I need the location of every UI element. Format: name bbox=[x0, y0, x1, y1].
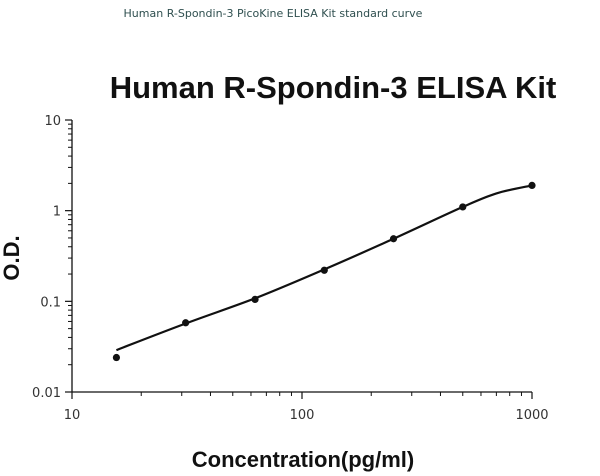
chart-title: Human R-Spondin-3 ELISA Kit bbox=[110, 70, 557, 105]
x-axis-label: Concentration(pg/ml) bbox=[192, 447, 414, 472]
data-point bbox=[389, 235, 398, 243]
data-point bbox=[459, 203, 467, 211]
data-point bbox=[320, 266, 328, 274]
data-point bbox=[112, 353, 121, 362]
axis-tick-labels: 10 100 1000 0.01 0.1 1 10 bbox=[32, 114, 549, 423]
y-tick-label: 1 bbox=[53, 205, 61, 220]
data-points bbox=[112, 181, 536, 362]
x-tick-label: 100 bbox=[290, 408, 315, 423]
y-tick-label: 0.01 bbox=[32, 386, 61, 401]
data-point bbox=[182, 319, 190, 327]
y-axis-label: O.D. bbox=[0, 235, 24, 280]
chart-axes bbox=[71, 120, 532, 393]
axis-ticks bbox=[65, 119, 533, 399]
fit-curve bbox=[116, 184, 533, 352]
x-tick-label: 10 bbox=[64, 408, 81, 423]
x-tick-label: 1000 bbox=[515, 408, 548, 423]
y-tick-label: 10 bbox=[44, 114, 61, 129]
data-point bbox=[251, 295, 259, 304]
y-tick-label: 0.1 bbox=[40, 295, 61, 310]
data-point bbox=[528, 181, 536, 189]
page-caption: Human R-Spondin-3 PicoKine ELISA Kit sta… bbox=[123, 7, 423, 20]
